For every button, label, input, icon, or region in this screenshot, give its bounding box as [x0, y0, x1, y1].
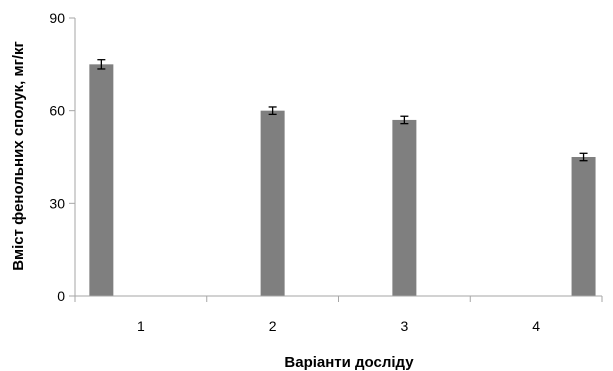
y-tick-label: 60 [49, 103, 65, 119]
y-tick-labels: 0 30 60 90 [49, 10, 65, 304]
x-tick-label-2: 2 [269, 318, 277, 334]
axes-group [69, 17, 603, 302]
x-tick-labels: 1 2 3 4 [137, 318, 540, 334]
bar-3 [392, 119, 417, 296]
x-tick-label-1: 1 [137, 318, 145, 334]
bar-1 [89, 64, 114, 296]
error-bars-group [97, 59, 588, 162]
y-tick-label: 30 [49, 195, 65, 211]
y-tick-label: 90 [49, 10, 65, 26]
bar-2 [260, 110, 285, 297]
y-tick-label: 0 [57, 288, 65, 304]
bar-4 [571, 157, 596, 296]
x-axis-title: Варіанти досліду [284, 354, 414, 371]
x-tick-label-3: 3 [400, 318, 408, 334]
bars-group [89, 64, 596, 297]
y-axis-title: Вміст фенольних сполук, мг/кг [10, 41, 27, 271]
x-tick-label-4: 4 [532, 318, 540, 334]
